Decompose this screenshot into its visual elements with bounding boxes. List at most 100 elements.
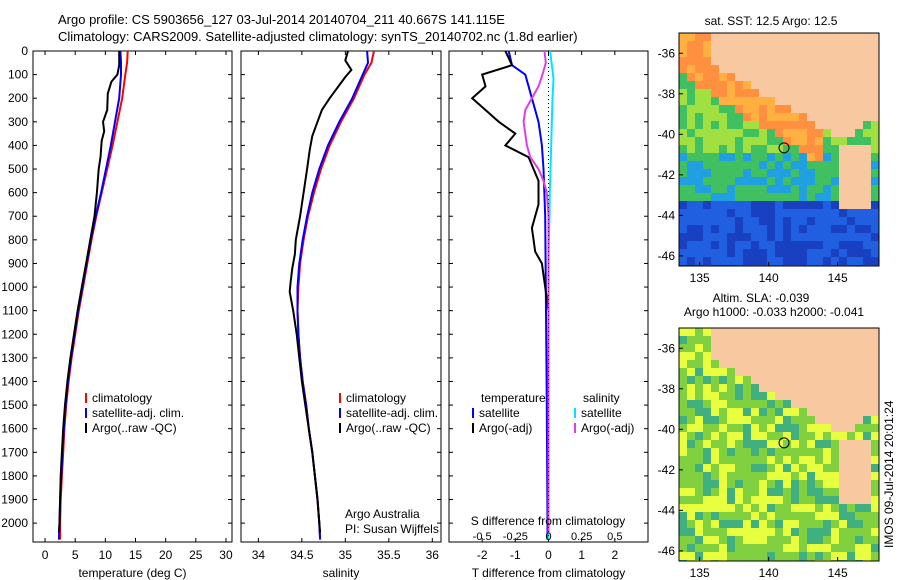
map-cell bbox=[839, 57, 847, 65]
map-cell bbox=[807, 217, 815, 225]
map-cell bbox=[791, 89, 799, 97]
map-cell bbox=[855, 65, 863, 73]
map-cell bbox=[871, 161, 879, 169]
map-cell bbox=[871, 257, 879, 265]
map-cell bbox=[743, 113, 751, 121]
map-cell bbox=[775, 384, 783, 392]
map-cell bbox=[863, 89, 871, 97]
map-cell bbox=[679, 217, 687, 225]
map-cell bbox=[735, 81, 743, 89]
map-cell bbox=[767, 33, 775, 41]
sla-map bbox=[679, 328, 879, 561]
map-cell bbox=[711, 57, 719, 65]
map-cell bbox=[807, 408, 815, 416]
map-cell bbox=[679, 81, 687, 89]
map-cell bbox=[735, 41, 743, 49]
map-cell bbox=[679, 520, 687, 528]
map-cell bbox=[847, 472, 855, 480]
map-cell bbox=[791, 49, 799, 57]
map-cell bbox=[687, 233, 695, 241]
map-cell bbox=[711, 544, 719, 552]
map-cell bbox=[791, 241, 799, 249]
map-cell bbox=[807, 73, 815, 81]
map-cell bbox=[703, 49, 711, 57]
map-cell bbox=[759, 392, 767, 400]
map-cell bbox=[695, 81, 703, 89]
map-cell bbox=[775, 121, 783, 129]
map-cell bbox=[815, 432, 823, 440]
map-cell bbox=[775, 488, 783, 496]
map-cell bbox=[823, 33, 831, 41]
map-cell bbox=[847, 432, 855, 440]
map-cell bbox=[711, 432, 719, 440]
map-cell bbox=[823, 49, 831, 57]
map-cell bbox=[751, 81, 759, 89]
map-cell bbox=[711, 145, 719, 153]
map-cell bbox=[767, 249, 775, 257]
map-cell bbox=[831, 472, 839, 480]
map-cell bbox=[823, 257, 831, 265]
map-cell bbox=[711, 137, 719, 145]
map-cell bbox=[847, 544, 855, 552]
y-tick-label: 1800 bbox=[1, 469, 28, 483]
header-line-1: Argo profile: CS 5903656_127 03-Jul-2014… bbox=[58, 12, 505, 27]
map-cell bbox=[815, 153, 823, 161]
map-cell bbox=[783, 448, 791, 456]
map-cell bbox=[679, 416, 687, 424]
map-cell bbox=[847, 384, 855, 392]
map-cell bbox=[743, 193, 751, 201]
map-cell bbox=[703, 33, 711, 41]
map-cell bbox=[711, 241, 719, 249]
map-cell bbox=[791, 552, 799, 560]
map-cell bbox=[815, 233, 823, 241]
map-cell bbox=[847, 392, 855, 400]
map-cell bbox=[871, 360, 879, 368]
map-cell bbox=[871, 544, 879, 552]
map-cell bbox=[871, 488, 879, 496]
map-cell bbox=[703, 185, 711, 193]
map-cell bbox=[807, 448, 815, 456]
map-cell bbox=[791, 440, 799, 448]
map-cell bbox=[847, 241, 855, 249]
map-cell bbox=[831, 209, 839, 217]
map-cell bbox=[783, 129, 791, 137]
map-cell bbox=[751, 193, 759, 201]
map-cell bbox=[847, 408, 855, 416]
map-cell bbox=[815, 217, 823, 225]
map-cell bbox=[719, 344, 727, 352]
map-cell bbox=[847, 217, 855, 225]
map-cell bbox=[687, 217, 695, 225]
map-cell bbox=[791, 488, 799, 496]
map-cell bbox=[703, 520, 711, 528]
map-cell bbox=[847, 89, 855, 97]
map-cell bbox=[799, 392, 807, 400]
map-cell bbox=[743, 241, 751, 249]
map-cell bbox=[679, 472, 687, 480]
map-cell bbox=[703, 97, 711, 105]
x-tick-label: 34 bbox=[252, 548, 266, 562]
map-cell bbox=[759, 57, 767, 65]
map-cell bbox=[727, 249, 735, 257]
map-cell bbox=[679, 400, 687, 408]
map-cell bbox=[871, 249, 879, 257]
map-cell bbox=[751, 328, 759, 336]
map-cell bbox=[791, 217, 799, 225]
map-cell bbox=[831, 97, 839, 105]
map-cell bbox=[831, 73, 839, 81]
map-cell bbox=[855, 408, 863, 416]
map-cell bbox=[775, 416, 783, 424]
map-cell bbox=[767, 376, 775, 384]
map-cell bbox=[823, 360, 831, 368]
map-cell bbox=[759, 488, 767, 496]
map-cell bbox=[727, 416, 735, 424]
map-cell bbox=[799, 233, 807, 241]
map-cell bbox=[831, 193, 839, 201]
map-cell bbox=[719, 432, 727, 440]
map-cell bbox=[703, 544, 711, 552]
map-cell bbox=[871, 400, 879, 408]
map-cell bbox=[839, 225, 847, 233]
map-cell bbox=[695, 193, 703, 201]
map-cell bbox=[791, 193, 799, 201]
map-cell bbox=[775, 233, 783, 241]
map-cell bbox=[775, 376, 783, 384]
